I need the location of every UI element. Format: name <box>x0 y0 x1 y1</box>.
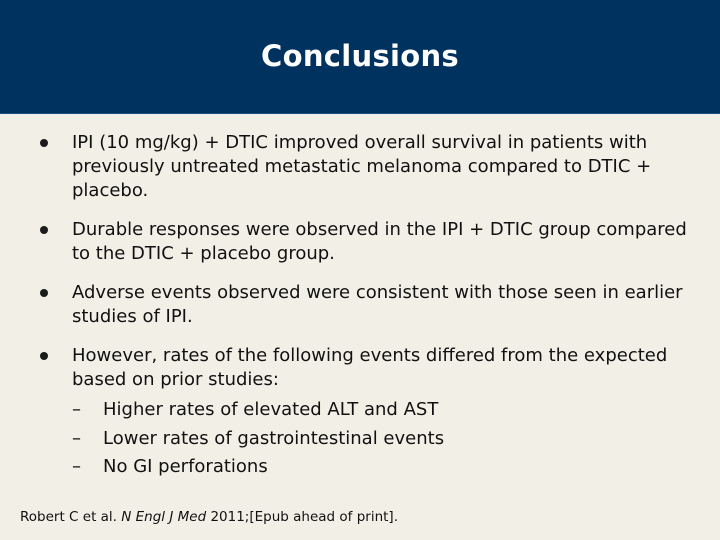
bullet-item: Adverse events observed were consistent … <box>38 281 698 329</box>
bullet-text: Adverse events observed were consistent … <box>72 282 683 327</box>
bullet-item: IPI (10 mg/kg) + DTIC improved overall s… <box>38 131 698 203</box>
dash-icon: – <box>72 456 81 477</box>
bullet-text: Durable responses were observed in the I… <box>72 219 687 264</box>
sub-bullet-list: – Higher rates of elevated ALT and AST –… <box>72 396 698 482</box>
bullet-list: IPI (10 mg/kg) + DTIC improved overall s… <box>38 131 698 497</box>
bullet-item: Durable responses were observed in the I… <box>38 218 698 266</box>
citation-journal: N Engl J Med <box>121 509 207 525</box>
slide-title: Conclusions <box>261 39 459 73</box>
bullet-dot-icon <box>40 139 48 147</box>
dash-icon: – <box>72 427 81 449</box>
sub-bullet-item: – Lower rates of gastrointestinal events <box>72 425 698 454</box>
sub-bullet-item: – Higher rates of elevated ALT and AST <box>72 396 698 425</box>
sub-bullet-text: No GI perforations <box>103 456 268 477</box>
bullet-text: IPI (10 mg/kg) + DTIC improved overall s… <box>72 132 652 201</box>
bullet-dot-icon <box>40 226 48 234</box>
citation-details: 2011;[Epub ahead of print]. <box>210 509 398 525</box>
citation: Robert C et al. N Engl J Med 2011;[Epub … <box>20 509 398 525</box>
bullet-item: However, rates of the following events d… <box>38 344 698 482</box>
citation-authors: Robert C et al. <box>20 509 117 525</box>
bullet-dot-icon <box>40 352 48 360</box>
bullet-text: However, rates of the following events d… <box>72 345 668 390</box>
bullet-dot-icon <box>40 289 48 297</box>
title-bar: Conclusions <box>0 0 720 114</box>
dash-icon: – <box>72 399 81 420</box>
sub-bullet-text: Higher rates of elevated ALT and AST <box>103 399 439 420</box>
sub-bullet-item: – No GI perforations <box>72 453 698 482</box>
sub-bullet-text: Lower rates of gastrointestinal events <box>103 427 445 449</box>
